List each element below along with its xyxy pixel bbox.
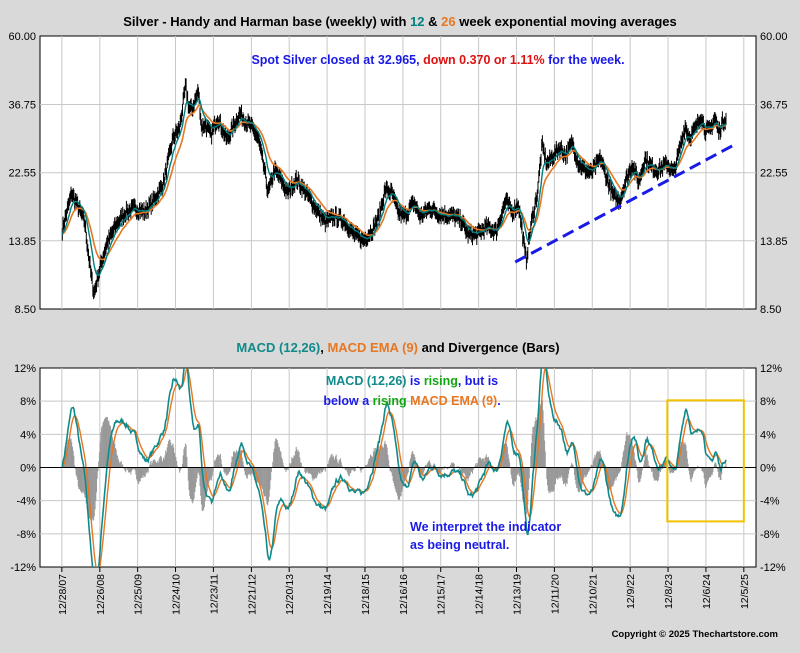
x-tick-label: 12/6/24 xyxy=(701,574,713,609)
macd-annotation-line: below a rising MACD EMA (9). xyxy=(323,394,500,408)
divergence-bar xyxy=(454,464,455,468)
price-chart-title-part: Silver - Handy and Harman base (weekly) … xyxy=(123,14,410,29)
x-tick-label: 12/18/15 xyxy=(360,574,372,615)
x-tick-label: 12/9/22 xyxy=(625,574,637,609)
macd-y-tick-label-left: -12% xyxy=(10,562,36,574)
copyright-text: Copyright © 2025 Thechartstore.com xyxy=(612,629,778,640)
macd-annotation-line-part: rising xyxy=(424,374,458,388)
price-chart-title-part: week exponential moving averages xyxy=(456,14,677,29)
divergence-bar xyxy=(125,468,126,473)
price-annotation-part: Spot Silver closed at 32.965, xyxy=(251,53,423,67)
macd-y-tick-label-left: 0% xyxy=(20,463,36,475)
price-y-tick-label-right: 8.50 xyxy=(760,304,781,316)
price-annotation-part: down 0.370 or 1.11% xyxy=(423,53,545,67)
divergence-bar xyxy=(620,468,621,472)
price-chart-title-part: 12 xyxy=(410,14,424,29)
price-y-tick-label-left: 13.85 xyxy=(8,236,36,248)
divergence-bar xyxy=(301,463,302,468)
divergence-bar xyxy=(271,468,272,473)
macd-y-tick-label-left: -4% xyxy=(16,496,36,508)
x-tick-label: 12/13/19 xyxy=(512,574,524,615)
price-annotation-part: for the week. xyxy=(545,53,625,67)
macd-chart-title-part: MACD (12,26) xyxy=(236,340,320,355)
macd-annotation-line-part: , but is xyxy=(458,374,498,388)
x-tick-label: 12/8/23 xyxy=(663,574,675,609)
macd-y-tick-label-right: -4% xyxy=(760,496,780,508)
macd-y-tick-label-right: 8% xyxy=(760,396,776,408)
macd-y-tick-label-left: 12% xyxy=(14,363,36,375)
x-tick-label: 12/25/09 xyxy=(133,574,145,615)
divergence-bar xyxy=(408,468,409,473)
price-chart-title: Silver - Handy and Harman base (weekly) … xyxy=(123,14,676,29)
x-tick-label: 12/15/17 xyxy=(436,574,448,615)
divergence-bar xyxy=(509,462,510,467)
macd-chart-title-part: , xyxy=(320,340,327,355)
macd-chart-title-part: and Divergence (Bars) xyxy=(418,340,560,355)
x-tick-label: 12/24/10 xyxy=(171,574,183,615)
divergence-bar xyxy=(186,457,187,468)
price-y-tick-label-right: 60.00 xyxy=(760,31,788,43)
divergence-bar xyxy=(148,468,149,473)
macd-note-line: We interpret the indicator xyxy=(410,520,561,534)
price-chart-title-part: & xyxy=(425,14,442,29)
x-tick-label: 12/23/11 xyxy=(208,574,220,614)
macd-annotation-line-part: below a xyxy=(323,394,372,408)
divergence-bar xyxy=(529,468,530,479)
x-tick-label: 12/5/25 xyxy=(739,574,751,609)
divergence-bar xyxy=(726,464,727,468)
price-y-tick-label-right: 36.75 xyxy=(760,99,788,111)
macd-y-tick-label-left: 8% xyxy=(20,396,36,408)
x-tick-label: 12/16/16 xyxy=(398,574,410,615)
macd-annotation-line-part: rising xyxy=(373,394,407,408)
macd-y-tick-label-right: 12% xyxy=(760,363,782,375)
x-tick-label: 12/28/07 xyxy=(57,574,69,615)
divergence-bar xyxy=(325,468,326,472)
macd-annotation-line-part: MACD EMA (9) xyxy=(410,394,497,408)
x-tick-label: 12/10/21 xyxy=(587,574,599,615)
x-tick-label: 12/19/14 xyxy=(322,574,334,615)
divergence-bar xyxy=(545,452,546,468)
macd-chart-title-part: MACD EMA (9) xyxy=(327,340,418,355)
macd-annotation-line-part: MACD (12,26) xyxy=(326,374,407,388)
divergence-bar xyxy=(98,468,99,472)
x-tick-label: 12/26/08 xyxy=(95,574,107,615)
price-y-tick-label-left: 36.75 xyxy=(8,99,36,111)
macd-y-tick-label-left: -8% xyxy=(16,529,36,541)
x-tick-label: 12/11/20 xyxy=(549,574,561,614)
macd-y-tick-label-right: 4% xyxy=(760,429,776,441)
macd-y-tick-label-right: -8% xyxy=(760,529,780,541)
price-annotation: Spot Silver closed at 32.965, down 0.370… xyxy=(251,53,624,67)
macd-y-tick-label-left: 4% xyxy=(20,429,36,441)
price-y-tick-label-left: 60.00 xyxy=(8,31,36,43)
price-chart-title-part: 26 xyxy=(441,14,455,29)
x-tick-label: 12/20/13 xyxy=(284,574,296,615)
x-tick-label: 12/14/18 xyxy=(474,574,486,615)
x-tick-label: 12/21/12 xyxy=(246,574,258,615)
divergence-bar xyxy=(213,468,214,472)
divergence-bar xyxy=(688,464,689,468)
macd-chart-title: MACD (12,26), MACD EMA (9) and Divergenc… xyxy=(236,340,559,355)
macd-annotation-line-part: is xyxy=(406,374,423,388)
price-y-tick-label-right: 13.85 xyxy=(760,236,788,248)
macd-y-tick-label-right: 0% xyxy=(760,463,776,475)
macd-annotation-line: MACD (12,26) is rising, but is xyxy=(326,374,498,388)
price-y-tick-label-right: 22.55 xyxy=(760,168,788,180)
price-y-tick-label-left: 22.55 xyxy=(8,168,36,180)
macd-y-tick-label-right: -12% xyxy=(760,562,786,574)
price-y-tick-label-left: 8.50 xyxy=(15,304,36,316)
macd-annotation-line-part: . xyxy=(497,394,500,408)
macd-note-line: as being neutral. xyxy=(410,538,509,552)
